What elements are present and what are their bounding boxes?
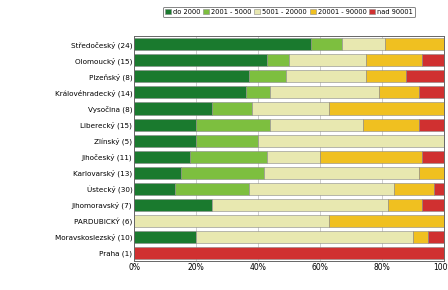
Bar bbox=[211, 199, 388, 211]
Bar bbox=[175, 183, 249, 195]
Bar bbox=[341, 38, 385, 50]
Bar bbox=[366, 70, 406, 82]
Bar bbox=[413, 231, 428, 243]
Bar bbox=[196, 135, 258, 147]
Bar bbox=[249, 183, 394, 195]
Bar bbox=[419, 167, 444, 179]
Bar bbox=[419, 86, 444, 99]
Bar bbox=[286, 70, 366, 82]
Bar bbox=[385, 38, 444, 50]
Bar bbox=[267, 54, 289, 66]
Bar bbox=[422, 199, 444, 211]
Bar bbox=[134, 231, 196, 243]
Bar bbox=[258, 135, 444, 147]
Bar bbox=[134, 54, 267, 66]
Bar bbox=[196, 231, 413, 243]
Bar bbox=[134, 199, 211, 211]
Bar bbox=[267, 151, 320, 163]
Bar bbox=[252, 102, 329, 115]
Bar bbox=[329, 215, 444, 227]
Bar bbox=[196, 119, 271, 130]
Bar bbox=[310, 38, 341, 50]
Bar bbox=[329, 102, 444, 115]
Bar bbox=[134, 102, 211, 115]
Bar bbox=[366, 54, 422, 66]
Bar bbox=[379, 86, 419, 99]
Bar bbox=[134, 119, 196, 130]
Bar bbox=[134, 167, 181, 179]
Legend: do 2000, 2001 - 5000, 5001 - 20000, 20001 - 90000, nad 90001: do 2000, 2001 - 5000, 5001 - 20000, 2000… bbox=[163, 7, 415, 17]
Bar bbox=[289, 54, 366, 66]
Bar bbox=[134, 151, 190, 163]
Bar bbox=[134, 70, 249, 82]
Bar bbox=[388, 199, 422, 211]
Bar bbox=[264, 167, 419, 179]
Bar bbox=[363, 119, 419, 130]
Bar bbox=[422, 151, 444, 163]
Bar bbox=[422, 54, 444, 66]
Bar bbox=[246, 86, 271, 99]
Bar bbox=[134, 38, 310, 50]
Bar bbox=[134, 86, 246, 99]
Bar bbox=[434, 183, 444, 195]
Bar bbox=[134, 215, 329, 227]
Bar bbox=[320, 151, 422, 163]
Bar bbox=[181, 167, 264, 179]
Bar bbox=[134, 135, 196, 147]
Bar bbox=[134, 247, 444, 259]
Bar bbox=[428, 231, 444, 243]
Bar bbox=[211, 102, 252, 115]
Bar bbox=[190, 151, 267, 163]
Bar bbox=[134, 183, 175, 195]
Bar bbox=[419, 119, 444, 130]
Bar bbox=[271, 86, 379, 99]
Bar bbox=[394, 183, 434, 195]
Bar bbox=[249, 70, 286, 82]
Bar bbox=[406, 70, 444, 82]
Bar bbox=[271, 119, 363, 130]
